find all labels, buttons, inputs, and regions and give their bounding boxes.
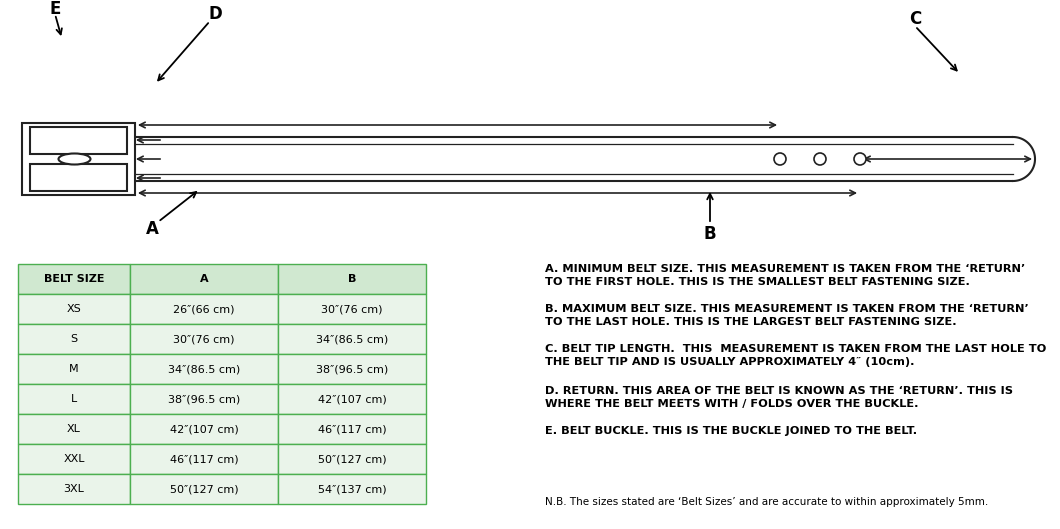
Bar <box>278 354 426 384</box>
Text: BELT SIZE: BELT SIZE <box>43 274 104 284</box>
Bar <box>22 123 135 195</box>
Bar <box>130 264 278 294</box>
Bar <box>130 444 278 474</box>
Text: C: C <box>908 10 921 28</box>
Bar <box>130 294 278 324</box>
Circle shape <box>854 153 866 165</box>
Text: 54″(137 cm): 54″(137 cm) <box>318 484 386 494</box>
Bar <box>18 474 130 504</box>
Text: D: D <box>208 5 222 23</box>
Text: XL: XL <box>67 424 81 434</box>
Text: 38″(96.5 cm): 38″(96.5 cm) <box>316 364 388 374</box>
Text: N.B. The sizes stated are ‘Belt Sizes’ and are accurate to within approximately : N.B. The sizes stated are ‘Belt Sizes’ a… <box>545 497 988 507</box>
Text: A: A <box>199 274 209 284</box>
Bar <box>278 474 426 504</box>
Bar <box>278 264 426 294</box>
Bar <box>130 474 278 504</box>
Text: B: B <box>704 225 717 243</box>
Text: A: A <box>145 220 158 238</box>
Bar <box>278 384 426 414</box>
Bar <box>18 294 130 324</box>
Text: 46″(117 cm): 46″(117 cm) <box>170 454 238 464</box>
Bar <box>30 127 127 154</box>
Bar <box>18 264 130 294</box>
Text: 34″(86.5 cm): 34″(86.5 cm) <box>167 364 241 374</box>
Bar <box>30 163 127 191</box>
Bar <box>278 324 426 354</box>
Bar <box>18 414 130 444</box>
Text: E: E <box>50 0 60 18</box>
Bar <box>18 384 130 414</box>
Bar <box>130 324 278 354</box>
Text: C. BELT TIP LENGTH.  THIS  MEASUREMENT IS TAKEN FROM THE LAST HOLE TO
THE BELT T: C. BELT TIP LENGTH. THIS MEASUREMENT IS … <box>545 344 1046 367</box>
Text: 50″(127 cm): 50″(127 cm) <box>318 454 386 464</box>
Text: 38″(96.5 cm): 38″(96.5 cm) <box>167 394 241 404</box>
Bar <box>278 294 426 324</box>
Text: 46″(117 cm): 46″(117 cm) <box>318 424 386 434</box>
Text: S: S <box>70 334 77 344</box>
Text: L: L <box>71 394 77 404</box>
Text: E. BELT BUCKLE. THIS IS THE BUCKLE JOINED TO THE BELT.: E. BELT BUCKLE. THIS IS THE BUCKLE JOINE… <box>545 426 917 436</box>
Text: B: B <box>348 274 356 284</box>
Text: B. MAXIMUM BELT SIZE. THIS MEASUREMENT IS TAKEN FROM THE ‘RETURN’
TO THE LAST HO: B. MAXIMUM BELT SIZE. THIS MEASUREMENT I… <box>545 304 1029 327</box>
Bar <box>130 384 278 414</box>
Circle shape <box>814 153 826 165</box>
Text: XS: XS <box>67 304 82 314</box>
Text: XXL: XXL <box>64 454 85 464</box>
Text: 50″(127 cm): 50″(127 cm) <box>170 484 238 494</box>
Bar <box>18 324 130 354</box>
Text: 34″(86.5 cm): 34″(86.5 cm) <box>316 334 388 344</box>
Text: 42″(107 cm): 42″(107 cm) <box>318 394 387 404</box>
Bar <box>278 444 426 474</box>
Text: 42″(107 cm): 42″(107 cm) <box>170 424 238 434</box>
Bar <box>18 354 130 384</box>
Text: M: M <box>69 364 78 374</box>
Text: D. RETURN. THIS AREA OF THE BELT IS KNOWN AS THE ‘RETURN’. THIS IS
WHERE THE BEL: D. RETURN. THIS AREA OF THE BELT IS KNOW… <box>545 386 1013 409</box>
Circle shape <box>774 153 787 165</box>
Ellipse shape <box>58 153 90 165</box>
Bar <box>130 414 278 444</box>
Text: 26″(66 cm): 26″(66 cm) <box>173 304 234 314</box>
Text: A. MINIMUM BELT SIZE. THIS MEASUREMENT IS TAKEN FROM THE ‘RETURN’
TO THE FIRST H: A. MINIMUM BELT SIZE. THIS MEASUREMENT I… <box>545 264 1025 287</box>
Text: 3XL: 3XL <box>64 484 85 494</box>
Bar <box>278 414 426 444</box>
Text: 30″(76 cm): 30″(76 cm) <box>173 334 234 344</box>
Text: 30″(76 cm): 30″(76 cm) <box>321 304 383 314</box>
Bar <box>130 354 278 384</box>
Bar <box>18 444 130 474</box>
